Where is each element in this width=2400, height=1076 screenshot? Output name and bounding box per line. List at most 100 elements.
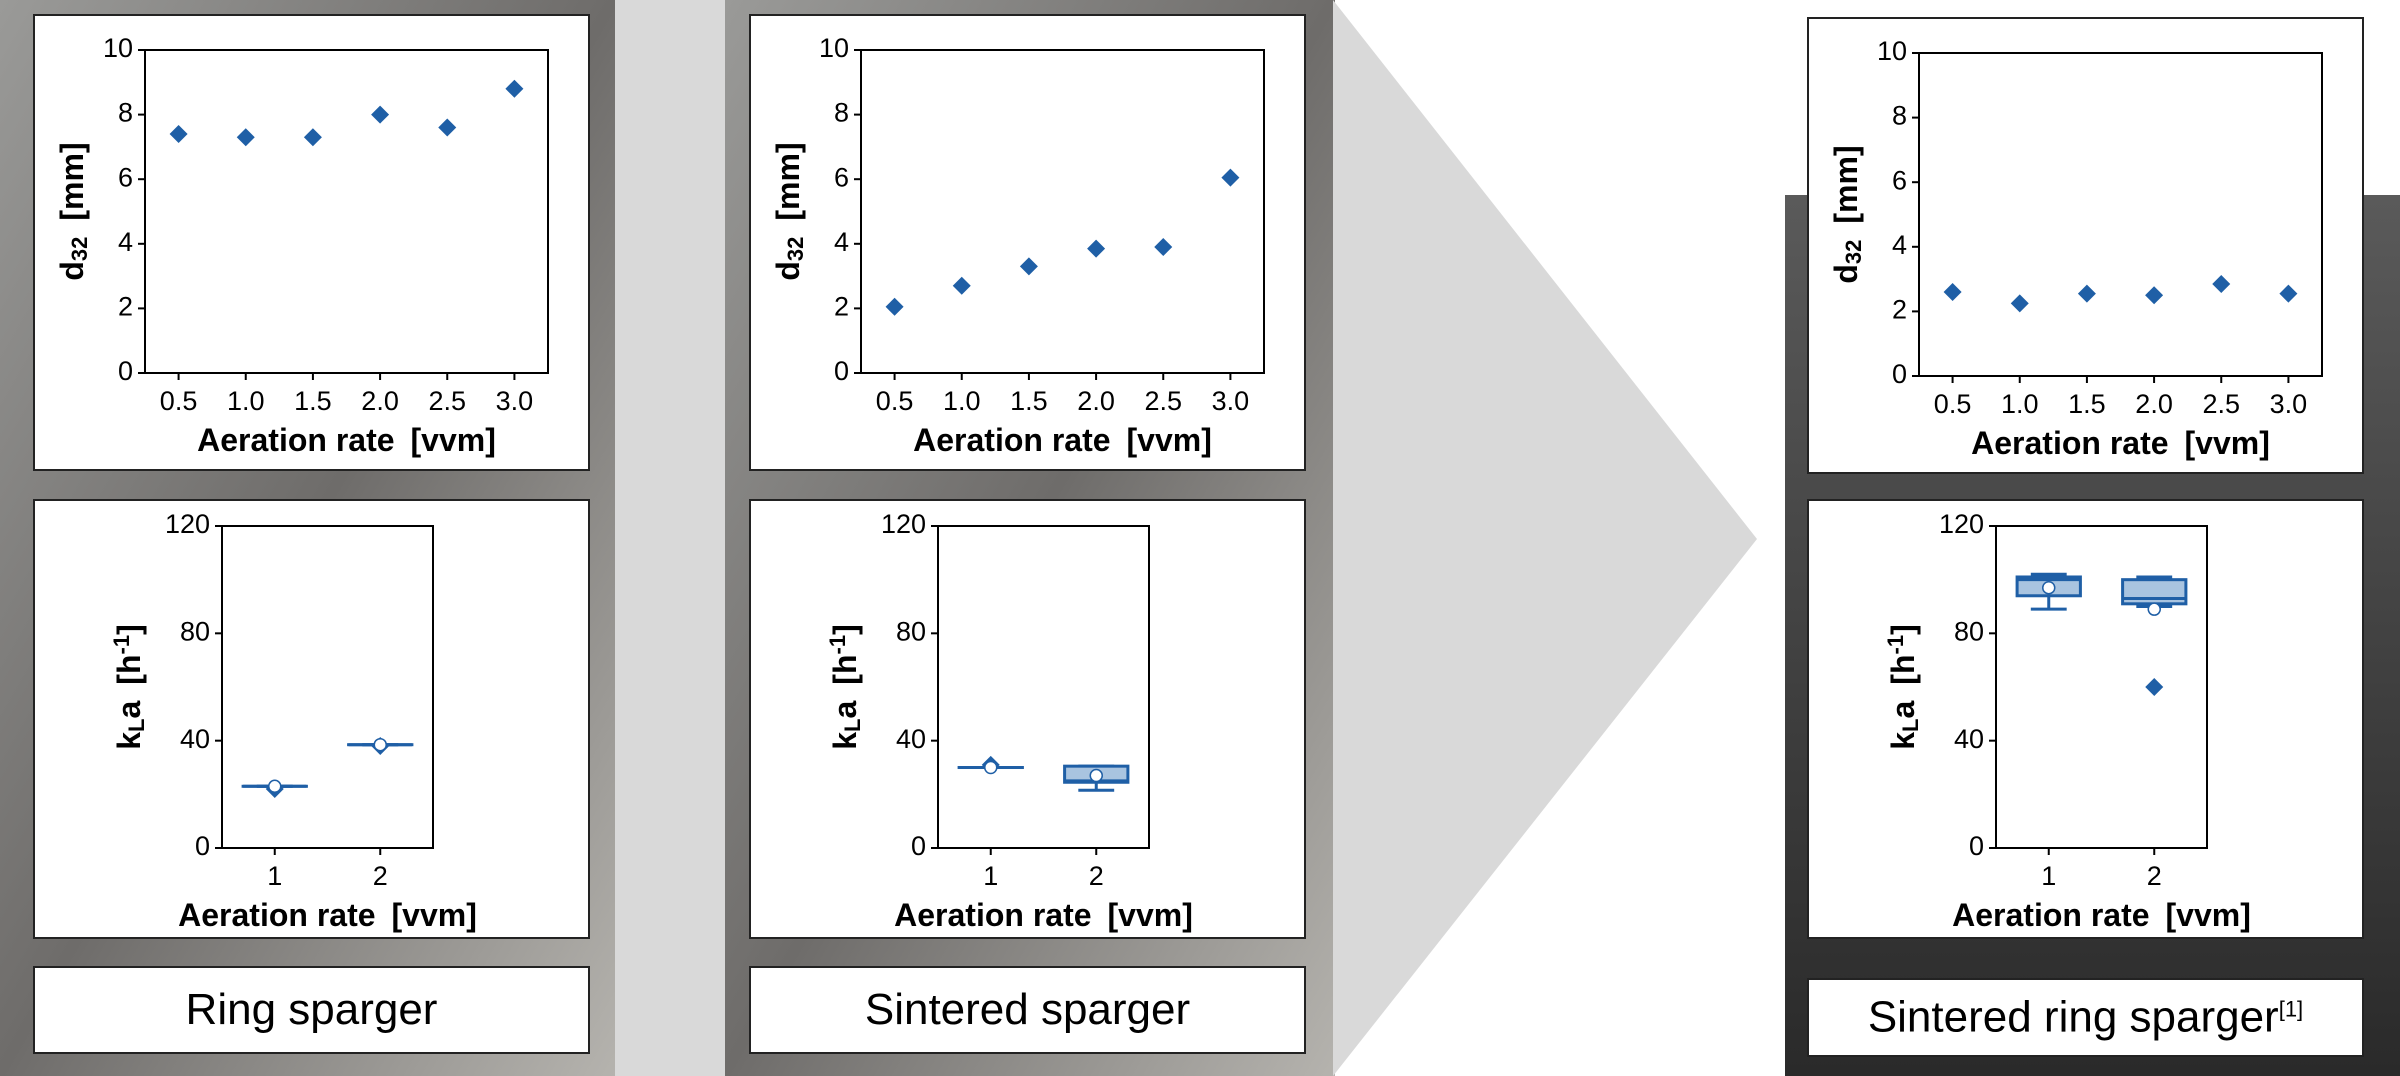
separator	[615, 0, 725, 1076]
caption-box	[749, 966, 1306, 1054]
y-tick-label: 2	[1892, 295, 1907, 325]
label-part: L	[840, 718, 865, 731]
plot-area	[221, 525, 434, 849]
mean	[2147, 602, 2161, 616]
y-tick-label: 80	[1954, 616, 1984, 646]
mean	[2042, 580, 2056, 595]
outlier	[2145, 678, 2164, 696]
label-part: -1	[109, 635, 134, 655]
data-point	[2010, 294, 2029, 313]
chart-panel	[749, 499, 1306, 939]
mean	[984, 760, 998, 775]
x-tick-label: 1.5	[2068, 389, 2106, 419]
y-axis-label: kLa [h-1]	[825, 624, 865, 749]
label-part: Aeration rate	[178, 897, 375, 933]
plot-area	[860, 49, 1265, 374]
caption: Sintered sparger	[865, 985, 1190, 1034]
y-tick-label: 120	[1939, 509, 1984, 539]
x-tick-label: 1.0	[227, 386, 265, 416]
y-axis-label: kLa [h-1]	[109, 624, 149, 749]
x-tick-label: 1.0	[943, 386, 981, 416]
label-part: 32	[783, 237, 808, 261]
x-tick-label: 2	[2147, 861, 2162, 891]
label-part: [vvm]	[392, 897, 477, 933]
label-part: d	[1828, 264, 1864, 284]
y-tick-label: 40	[180, 724, 210, 754]
y-axis-label: d32 [mm]	[1828, 145, 1866, 283]
x-tick-label: 3.0	[2270, 389, 2308, 419]
x-tick-label: 1.5	[294, 386, 332, 416]
x-tick-label: 0.5	[160, 386, 198, 416]
y-axis-label: d32 [mm]	[770, 142, 808, 280]
label-part: k	[111, 732, 147, 750]
label-part: Aeration rate	[894, 897, 1091, 933]
plot-area	[1995, 525, 2208, 849]
arrow-chevron	[1333, 0, 1757, 1076]
label-part: a	[827, 700, 863, 718]
y-tick-label: 0	[1892, 359, 1907, 389]
caption: Ring sparger	[186, 985, 438, 1034]
data-point	[2145, 286, 2164, 305]
y-tick-label: 10	[1877, 36, 1907, 66]
chart-panel	[33, 499, 590, 939]
caption-box	[1807, 978, 2364, 1057]
y-tick-label: 10	[819, 33, 849, 63]
x-tick-label: 2.5	[428, 386, 466, 416]
label-part: [mm]	[1828, 145, 1864, 223]
label-part: [h	[1885, 654, 1921, 684]
x-tick-label: 1	[267, 861, 282, 891]
x-tick-label: 2	[1089, 861, 1104, 891]
x-tick-label: 2.5	[2202, 389, 2240, 419]
x-tick-label: 2.0	[361, 386, 399, 416]
x-axis-label: Aeration rate [vvm]	[1952, 897, 2251, 933]
data-point	[1087, 239, 1106, 258]
y-tick-label: 8	[1892, 101, 1907, 131]
x-axis-label: Aeration rate [vvm]	[197, 422, 496, 458]
x-tick-label: 2	[373, 861, 388, 891]
label-part: -1	[825, 635, 850, 655]
x-tick-label: 2.0	[2135, 389, 2173, 419]
y-tick-label: 0	[118, 356, 133, 386]
data-point	[885, 297, 904, 316]
x-tick-label: 1	[983, 861, 998, 891]
x-axis-label: Aeration rate [vvm]	[1971, 425, 2270, 461]
label-part: Sintered sparger	[865, 985, 1190, 1034]
data-point	[2212, 274, 2231, 293]
label-part: [vvm]	[411, 422, 496, 458]
y-tick-label: 80	[180, 616, 210, 646]
label-part: Aeration rate	[197, 422, 394, 458]
x-tick-label: 3.0	[496, 386, 534, 416]
label-part: [vvm]	[2185, 425, 2270, 461]
label-part: [mm]	[54, 142, 90, 220]
data-point	[236, 128, 255, 147]
x-tick-label: 2.0	[1077, 386, 1115, 416]
data-point	[1154, 238, 1173, 257]
label-part: L	[124, 718, 149, 731]
caption: Sintered ring sparger[1]	[1868, 992, 2303, 1041]
y-tick-label: 8	[834, 98, 849, 128]
data-point	[438, 118, 457, 137]
label-part: [h	[111, 654, 147, 684]
data-point	[1221, 168, 1240, 187]
label-part: -1	[1883, 635, 1908, 655]
label-part: 32	[67, 237, 92, 261]
y-tick-label: 10	[103, 33, 133, 63]
y-tick-label: 4	[834, 227, 849, 257]
caption-box	[33, 966, 590, 1054]
label-part: d	[54, 261, 90, 281]
x-tick-label: 0.5	[1934, 389, 1972, 419]
x-tick-label: 1.5	[1010, 386, 1048, 416]
y-tick-label: 4	[1892, 230, 1907, 260]
label-part: L	[1898, 718, 1923, 731]
label-part: [vvm]	[2166, 897, 2251, 933]
y-axis-label: d32 [mm]	[54, 142, 92, 280]
data-point	[303, 128, 322, 147]
chart-panel	[749, 14, 1306, 471]
y-tick-label: 0	[195, 831, 210, 861]
label-part: [mm]	[770, 142, 806, 220]
y-tick-label: 2	[118, 292, 133, 322]
data-point	[952, 276, 971, 295]
